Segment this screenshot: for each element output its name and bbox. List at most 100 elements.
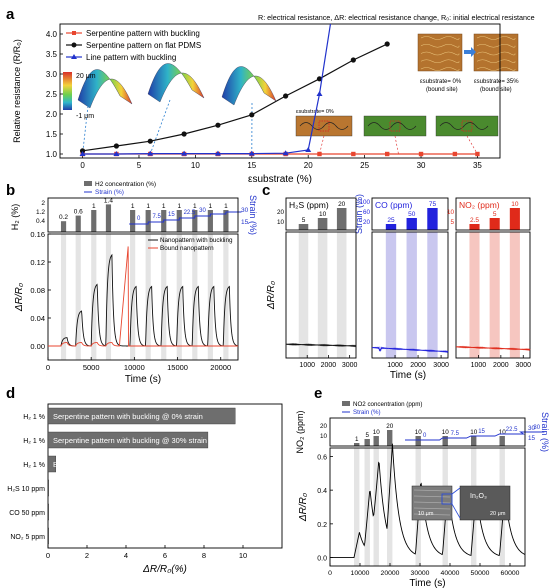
x-tick-label: 10000	[124, 363, 145, 372]
x-tick-label: 5	[137, 161, 142, 170]
h2-pulse-bar	[91, 210, 97, 232]
serpentine-trace	[420, 36, 460, 40]
x-tick-label: 0	[328, 570, 332, 577]
data-point-circle	[79, 148, 86, 154]
exposure-band	[387, 448, 393, 566]
zoom-line	[451, 503, 461, 519]
x-axis-label: Time (s)	[390, 370, 426, 381]
series-line-2	[82, 24, 332, 155]
series-line-1	[82, 43, 388, 152]
h2-pulse-bar	[75, 215, 81, 232]
h2-pulse-bar	[207, 210, 213, 232]
h2-bar-label: 1	[92, 203, 96, 210]
y-tick-label: 0.00	[30, 342, 45, 351]
data-point-circle	[350, 57, 356, 63]
strip-connector	[319, 135, 325, 155]
gas-bar-label: 10	[319, 211, 327, 218]
x-tick-label: 20000	[210, 363, 231, 372]
h2-pulse-bar	[60, 221, 67, 232]
strain-step-label: 22.5	[184, 210, 196, 216]
y-tick-label: 2.0	[46, 110, 58, 119]
data-point-triangle	[214, 150, 221, 156]
serpentine-trace	[476, 43, 516, 48]
h2-pulse-bar	[176, 210, 182, 232]
inset-label: In₂O₃	[470, 493, 487, 500]
exposure-band	[75, 234, 81, 360]
data-point-circle	[283, 93, 289, 99]
gas-main-axes	[285, 231, 357, 359]
gas-pulse-bar	[298, 224, 309, 230]
gas-response-trace	[455, 345, 531, 351]
strain-tick-label: 30	[528, 425, 536, 432]
data-point-circle	[249, 112, 255, 118]
x-tick-label: 20	[304, 161, 313, 170]
panel-e-chart: NO2 concentration (ppm)Strain (%)15 10201…	[295, 401, 550, 588]
y-tick-label: 3.0	[46, 70, 58, 79]
sem-texture	[413, 495, 451, 498]
strain-step-label: 0	[423, 433, 427, 439]
x-tick-label: 2000	[410, 362, 426, 369]
gas-response-trace	[285, 343, 357, 348]
legend-label: Bound nanopattern	[160, 245, 214, 252]
y-tick-label: 4.0	[46, 30, 58, 39]
gas-tick-label: 5	[450, 219, 454, 226]
top-y-tick-label: 20	[320, 423, 328, 430]
inset-photo-35pct	[473, 33, 519, 72]
data-point-circle	[113, 143, 120, 149]
inset-label-0-site: (bound site)	[426, 87, 458, 93]
x-tick-label: 35	[473, 161, 482, 170]
legend-label: Serpentine pattern with buckling	[86, 29, 200, 38]
x-axis-label: ΔR/R₀(%)	[142, 564, 187, 575]
y-tick-label: 0.4	[317, 488, 327, 495]
no2-pulse-bar	[471, 436, 477, 446]
x-tick-label: 30	[417, 161, 426, 170]
no2-pulse-bar	[373, 436, 379, 446]
legend-label: NO2 concentration (ppm)	[353, 401, 422, 408]
y-tick-label: 3.5	[46, 50, 58, 59]
bar	[47, 503, 50, 521]
x-tick-label: 1000	[471, 362, 487, 369]
panel-d-chart: H₂ 1 % Serpentine pattern with buckling @…	[7, 403, 283, 575]
colorbar	[63, 72, 72, 110]
strain-step-label: 15	[478, 429, 485, 435]
h2-bar-label: 1	[224, 203, 228, 210]
exposure-band	[373, 448, 379, 566]
zoom-box	[441, 493, 453, 505]
buckled-surface-inset	[221, 66, 277, 106]
gas-bar-label: 5	[302, 217, 306, 224]
colorbar-bottom-label: -1 μm	[76, 113, 94, 120]
gas-tick-label: 60	[363, 209, 371, 216]
no2-pulse-bar	[499, 436, 505, 446]
data-point-circle	[215, 122, 221, 128]
x-tick-label: 30000	[411, 570, 430, 577]
inset-photo-0pct	[417, 33, 463, 72]
data-point-square	[317, 151, 322, 157]
panel-label-c: c	[262, 182, 270, 199]
x-tick-label: 40000	[441, 570, 460, 577]
strain-step-label: 22.5	[506, 427, 518, 433]
strip-trace	[439, 122, 489, 130]
legend-label: H2 concentration (%)	[95, 181, 156, 188]
bar	[47, 479, 50, 497]
category-label: NO₂ 5 ppm	[10, 534, 45, 541]
no2-bar-label: 10	[499, 429, 507, 436]
gas-pulse-bar	[317, 218, 328, 230]
no2-pulse-bar	[442, 436, 448, 446]
inset-connector	[149, 99, 171, 155]
legend-label: Strain (%)	[95, 189, 124, 196]
no2-bar-label: 10	[415, 429, 423, 436]
data-point-triangle	[282, 150, 289, 156]
h2-bar-label: 0.6	[74, 209, 83, 216]
strip-highlight	[461, 120, 473, 132]
x-tick-label: 2000	[321, 362, 337, 369]
data-point-circle	[384, 41, 390, 47]
x-tick-label: 60000	[501, 570, 520, 577]
exposure-band	[385, 232, 397, 358]
strip-trace	[367, 122, 417, 130]
data-point-square	[418, 151, 424, 157]
gas-bar-label: 2.5	[470, 217, 479, 224]
h2-pulse-bar	[130, 210, 136, 232]
gas-bar-label: 5	[493, 211, 497, 218]
category-label: H₂ 1 %	[23, 438, 45, 445]
